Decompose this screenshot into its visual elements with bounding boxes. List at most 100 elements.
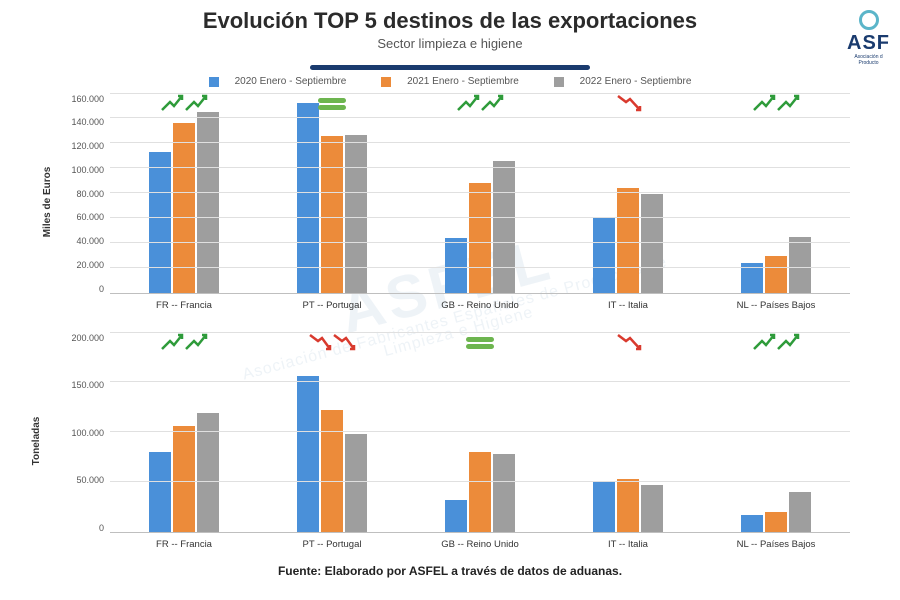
legend: 2020 Enero - Septiembre 2021 Enero - Sep… [0,76,900,90]
header: Evolución TOP 5 destinos de las exportac… [0,0,900,70]
bar-groups-euros [110,94,850,293]
legend-swatch-2020 [209,77,219,87]
bar [765,256,787,292]
x-label: NL -- Países Bajos [702,300,850,311]
bar [469,452,491,532]
x-labels-tons: FR -- FranciaPT -- PortugalGB -- Reino U… [110,539,850,550]
y-tick: 80.000 [60,189,104,199]
bar-groups-tons [110,333,850,532]
y-tick: 200.000 [60,333,104,343]
trend-icon [604,92,652,114]
gridline [110,332,850,333]
bar [469,183,491,292]
bar [789,237,811,293]
x-label: NL -- Países Bajos [702,539,850,550]
chart-euros: Miles de Euros 020.00040.00060.00080.000… [60,94,850,311]
bar [593,218,615,293]
plot-euros [110,94,850,294]
bar [197,112,219,292]
bar [641,485,663,532]
title-underline [310,65,590,70]
chart-area-euros: 0 20.000 40.000 60.000 80.000 100.000 120.000 1… [60,94,850,294]
bar-group [406,94,554,293]
bar [149,152,171,293]
legend-item-2022: 2022 Enero - Septiembre [546,76,700,87]
gridline [110,267,850,268]
y-tick: 20.000 [60,260,104,270]
x-labels-euros: FR -- FranciaPT -- PortugalGB -- Reino U… [110,300,850,311]
bar-group [110,333,258,532]
page-title: Evolución TOP 5 destinos de las exportac… [0,8,900,34]
gridline [110,117,850,118]
y-tick: 120.000 [60,141,104,151]
gridline [110,167,850,168]
footer-source: Fuente: Elaborado por ASFEL a través de … [0,564,900,578]
page-subtitle: Sector limpieza e higiene [0,36,900,51]
legend-item-2021: 2021 Enero - Septiembre [373,76,527,87]
y-tick: 60.000 [60,212,104,222]
charts-container: Miles de Euros 020.00040.00060.00080.000… [0,94,900,550]
y-tick: 0 [60,284,104,294]
trend-icon [752,331,800,353]
gridline [110,142,850,143]
bar-group [554,94,702,293]
plot-tons [110,333,850,533]
trend-icon [160,92,208,114]
bar [765,512,787,532]
chart-tons: Toneladas 050.000100.000150.000200.000 F… [60,333,850,550]
trend-icon [308,331,356,353]
y-axis-tons: 0 50.000 100.000 150.000 200.000 [60,333,110,533]
bar-group [406,333,554,532]
x-label: IT -- Italia [554,539,702,550]
bar [173,426,195,531]
bar [345,434,367,532]
gridline [110,192,850,193]
bar-group [110,94,258,293]
trend-icon [456,331,504,353]
x-label: IT -- Italia [554,300,702,311]
legend-label-2020: 2020 Enero - Septiembre [235,76,347,87]
y-tick: 50.000 [60,475,104,485]
legend-label-2021: 2021 Enero - Septiembre [407,76,519,87]
legend-swatch-2022 [554,77,564,87]
y-tick: 160.000 [60,94,104,104]
bar [741,515,763,532]
bar [493,161,515,293]
x-label: FR -- Francia [110,539,258,550]
gridline [110,481,850,482]
legend-label-2022: 2022 Enero - Septiembre [580,76,692,87]
trend-icon [752,92,800,114]
legend-swatch-2021 [381,77,391,87]
y-tick: 150.000 [60,380,104,390]
y-tick: 100.000 [60,428,104,438]
bar-group [258,333,406,532]
gridline [110,242,850,243]
bar [345,135,367,293]
y-axis-euros: 0 20.000 40.000 60.000 80.000 100.000 120.000 1… [60,94,110,294]
trend-icon [308,92,356,114]
bar-group [702,94,850,293]
y-tick: 100.000 [60,165,104,175]
gridline [110,381,850,382]
bar [149,452,171,532]
bar [493,454,515,532]
x-label: GB -- Reino Unido [406,539,554,550]
y-tick: 140.000 [60,117,104,127]
ylabel-tons: Toneladas [31,417,42,466]
gridline [110,93,850,94]
bar [789,492,811,532]
x-label: PT -- Portugal [258,539,406,550]
bar-group [554,333,702,532]
chart-area-tons: 0 50.000 100.000 150.000 200.000 [60,333,850,533]
bar [445,500,467,532]
gridline [110,217,850,218]
x-label: FR -- Francia [110,300,258,311]
y-tick: 0 [60,523,104,533]
bar [297,103,319,292]
bar [321,410,343,531]
bar [321,136,343,293]
legend-item-2020: 2020 Enero - Septiembre [201,76,355,87]
y-tick: 40.000 [60,236,104,246]
bar [641,194,663,292]
bar [617,479,639,532]
